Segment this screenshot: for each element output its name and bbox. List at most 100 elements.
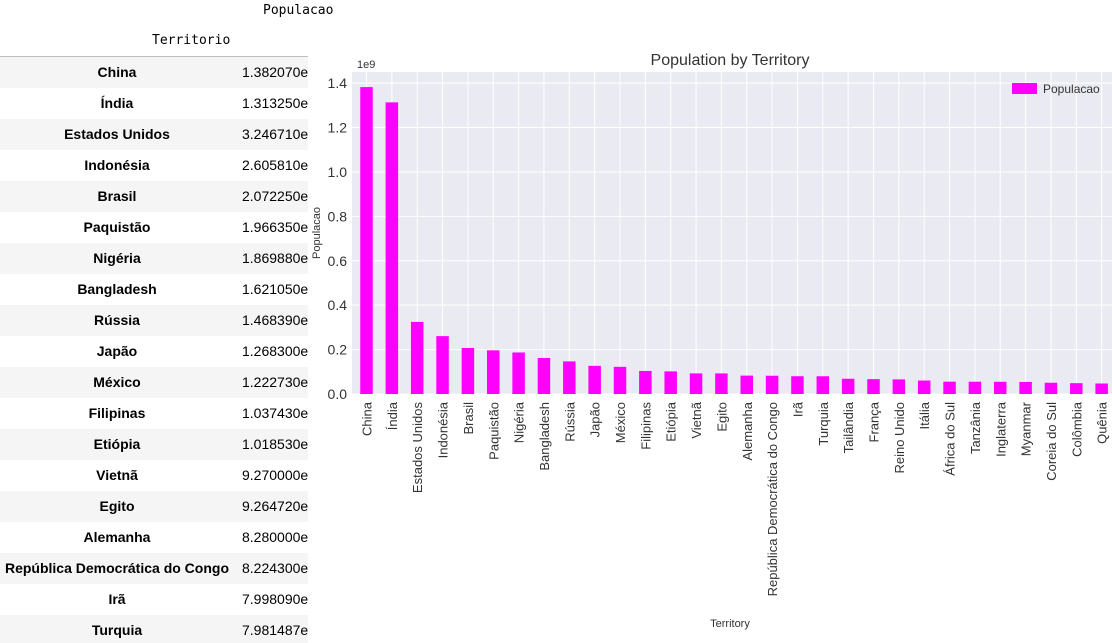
x-tick-label: Tanzânia	[968, 401, 983, 454]
bar	[715, 373, 728, 394]
bar	[487, 350, 500, 394]
table-row: Indonésia 2.605810e	[0, 150, 308, 181]
bar	[740, 375, 753, 394]
row-population-value: 1.621050e	[242, 281, 308, 297]
x-tick-label: Irã	[790, 401, 805, 417]
y-tick-label: 0.8	[328, 208, 348, 224]
table-row: Filipinas 1.037430e	[0, 398, 308, 429]
row-population-value: 2.072250e	[242, 188, 308, 204]
bar	[385, 102, 399, 395]
row-territory: Nigéria	[93, 250, 141, 266]
y-tick-label: 1.0	[328, 164, 348, 180]
bar	[563, 361, 576, 394]
bar	[664, 371, 677, 394]
row-population-value: 1.468390e	[242, 312, 308, 328]
table-row: Japão 1.268300e	[0, 336, 308, 367]
table-row: Brasil 2.072250e	[0, 181, 308, 212]
bar	[816, 376, 830, 394]
bar	[791, 376, 804, 394]
x-tick-label: Estados Unidos	[410, 402, 425, 494]
legend-swatch-populacao	[1012, 83, 1037, 94]
y-tick-label: 0.6	[328, 253, 348, 269]
x-tick-label: Coreia do Sul	[1044, 402, 1059, 481]
y-tick-labels: 0.0 0.2 0.4 0.6 0.8 1.0 1.2 1.4	[328, 75, 348, 402]
row-territory: Estados Unidos	[64, 126, 170, 142]
bar	[765, 375, 779, 394]
row-population-value: 9.270000e	[242, 467, 308, 483]
row-territory: Egito	[99, 498, 135, 514]
bar	[1095, 383, 1108, 394]
row-population-value: 7.998090e	[242, 591, 308, 607]
y-tick-label: 0.0	[328, 386, 348, 402]
x-tick-label: Egito	[714, 402, 729, 432]
x-tick-label: Turquia	[816, 401, 831, 445]
x-axis-label: Territory	[710, 618, 750, 630]
y-offset-text: 1e9	[357, 59, 375, 71]
dataframe-table-body: China 1.382070e Índia 1.313250e Estados Unid…	[0, 57, 308, 643]
row-population-value: 1.966350e	[242, 219, 308, 235]
bar	[588, 365, 601, 394]
x-tick-label: Etiópia	[664, 401, 679, 442]
row-population-value: 1.222730e	[242, 374, 308, 390]
row-population-value: 1.268300e	[242, 343, 308, 359]
legend-label-populacao: Populacao	[1043, 82, 1100, 96]
row-territory: Vietnã	[96, 467, 138, 483]
row-territory: Irã	[108, 591, 126, 607]
x-tick-labels: China Índia Estados Unidos Indonésia Brasil P…	[360, 401, 1110, 596]
table-row: Irã 7.998090e	[0, 584, 308, 615]
table-row: Etiópia 1.018530e	[0, 429, 308, 460]
table-row: Alemanha 8.280000e	[0, 522, 308, 553]
x-tick-label: Paquistão	[486, 402, 501, 460]
column-header-populacao: Populacao	[263, 3, 334, 18]
row-population-value: 1.037430e	[242, 405, 308, 421]
row-population-value: 8.280000e	[242, 529, 308, 545]
row-population-value: 7.981487e	[242, 622, 308, 638]
x-tick-label: Indonésia	[436, 401, 451, 458]
row-territory: Bangladesh	[77, 281, 157, 297]
row-territory: Rússia	[94, 312, 140, 328]
y-tick-label: 0.4	[328, 297, 348, 313]
index-header-territorio: Territorio	[152, 33, 231, 48]
table-row: Bangladesh 1.621050e	[0, 274, 308, 305]
row-territory: Paquistão	[83, 219, 151, 235]
bar	[943, 381, 956, 394]
row-territory: Japão	[96, 343, 138, 359]
bar	[360, 87, 373, 394]
x-tick-label: África do Sul	[943, 402, 958, 476]
bar	[892, 379, 906, 394]
x-tick-label: Alemanha	[740, 401, 755, 460]
legend: Populacao	[1012, 82, 1100, 96]
bar	[917, 380, 931, 394]
y-tick-label: 1.4	[328, 75, 348, 91]
row-territory: China	[97, 64, 137, 80]
table-row: Índia 1.313250e	[0, 88, 308, 119]
x-tick-label: República Democrática do Congo	[765, 402, 780, 596]
table-row: México 1.222730e	[0, 367, 308, 398]
x-tick-label: Quênia	[1095, 401, 1110, 444]
row-territory: Turquia	[91, 622, 143, 638]
bar	[613, 366, 627, 394]
x-tick-label: Colômbia	[1069, 401, 1084, 457]
x-tick-label: Bangladesh	[537, 402, 552, 471]
bar	[537, 358, 551, 394]
table-row: Vietnã 9.270000e	[0, 460, 308, 491]
row-territory: República Democrática do Congo	[4, 560, 230, 576]
row-population-value: 3.246710e	[242, 126, 308, 142]
y-tick-label: 1.2	[328, 120, 348, 136]
bar	[867, 379, 880, 394]
row-territory: Indonésia	[84, 157, 150, 173]
table-row: Estados Unidos 3.246710e	[0, 119, 308, 150]
bar	[1070, 383, 1083, 394]
row-territory: Brasil	[97, 188, 137, 204]
row-population-value: 1.313250e	[242, 95, 308, 111]
row-population-value: 1.018530e	[242, 436, 308, 452]
x-tick-label: México	[613, 402, 628, 443]
row-territory: Alemanha	[83, 529, 151, 545]
x-tick-label: Filipinas	[638, 402, 653, 450]
table-row: República Democrática do Congo 8.224300e	[0, 553, 308, 584]
bar	[689, 373, 703, 394]
row-territory: México	[93, 374, 141, 390]
bar	[1019, 381, 1032, 394]
table-row: China 1.382070e	[0, 57, 308, 88]
